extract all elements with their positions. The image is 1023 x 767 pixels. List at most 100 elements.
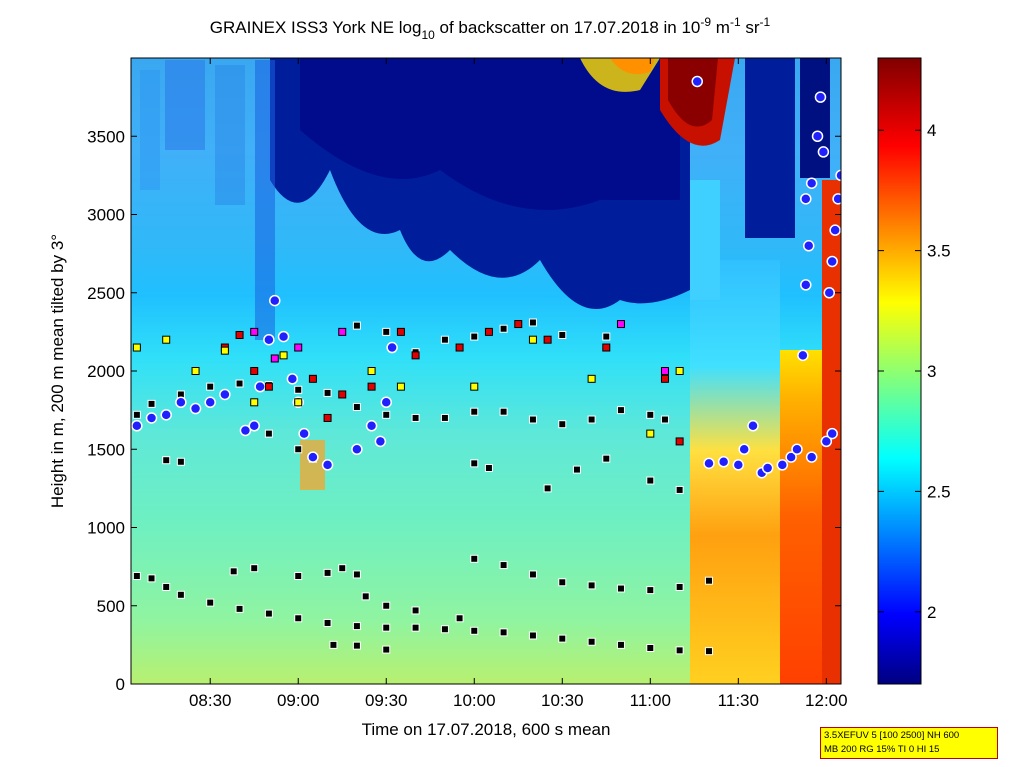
data-point-square-yellow xyxy=(294,398,303,407)
data-point-circle-blue xyxy=(204,396,216,409)
data-point-square-black xyxy=(264,429,273,438)
data-point-square-red xyxy=(367,382,376,391)
data-point-circle-blue xyxy=(239,424,252,437)
data-point-square-black xyxy=(176,590,185,599)
data-point-square-black xyxy=(440,413,449,422)
data-point-square-black xyxy=(411,606,420,615)
data-point-square-black xyxy=(455,614,464,623)
data-point-square-black xyxy=(470,459,479,468)
data-point-square-black xyxy=(470,626,479,635)
y-tick-label: 3500 xyxy=(87,127,125,146)
data-point-circle-blue xyxy=(160,409,172,421)
data-point-square-yellow xyxy=(162,335,171,344)
data-point-square-magenta xyxy=(338,327,347,336)
data-point-square-red xyxy=(543,335,552,344)
data-point-circle-blue xyxy=(175,396,187,409)
data-point-square-red xyxy=(323,413,332,422)
data-point-square-red xyxy=(484,327,493,336)
data-point-square-magenta xyxy=(250,327,259,336)
data-point-circle-blue xyxy=(145,412,158,424)
data-point-square-black xyxy=(499,628,508,637)
data-point-square-black xyxy=(499,561,508,570)
data-point-square-black xyxy=(132,572,141,581)
data-point-circle-blue xyxy=(826,255,838,268)
x-tick-label: 12:00 xyxy=(805,691,848,710)
data-point-square-black xyxy=(235,379,244,388)
data-point-circle-blue xyxy=(802,240,815,252)
data-point-square-yellow xyxy=(646,429,655,438)
data-point-square-black xyxy=(558,578,567,587)
data-point-square-black xyxy=(132,410,141,419)
data-point-square-black xyxy=(675,485,684,494)
data-point-square-yellow xyxy=(250,398,259,407)
info-box: 3.5XEFUV 5 [100 2500] NH 600 MB 200 RG 1… xyxy=(820,727,998,759)
data-point-circle-blue xyxy=(386,341,398,354)
data-point-circle-blue xyxy=(791,443,803,455)
y-tick-label: 2000 xyxy=(87,362,125,381)
y-tick-label: 3000 xyxy=(87,206,125,225)
data-point-square-red xyxy=(514,320,523,329)
data-point-circle-blue xyxy=(835,169,841,182)
data-point-square-black xyxy=(675,582,684,591)
y-tick-label: 0 xyxy=(116,675,125,694)
data-point-square-black xyxy=(602,454,611,463)
data-point-square-magenta xyxy=(660,367,669,375)
data-point-square-black xyxy=(470,554,479,563)
data-point-square-black xyxy=(176,457,185,466)
colorbar-tick-label: 4 xyxy=(927,121,936,140)
data-point-square-black xyxy=(646,476,655,485)
data-point-square-red xyxy=(455,343,464,352)
colorbar-tick-label: 2.5 xyxy=(927,482,951,501)
data-point-circle-blue xyxy=(805,177,818,189)
data-point-square-black xyxy=(147,399,156,408)
data-point-circle-blue xyxy=(298,427,310,440)
data-point-circle-blue xyxy=(732,459,745,471)
data-point-square-black xyxy=(616,640,625,649)
data-point-square-black xyxy=(294,385,303,394)
colorbar xyxy=(877,57,922,685)
data-point-square-black xyxy=(323,388,332,397)
data-point-circle-blue xyxy=(817,146,830,158)
data-point-square-yellow xyxy=(587,374,596,383)
data-point-circle-blue xyxy=(277,330,290,343)
data-point-square-black xyxy=(587,581,596,590)
data-point-square-yellow xyxy=(191,367,200,375)
data-point-square-black xyxy=(411,413,420,422)
data-point-square-black xyxy=(352,402,361,411)
x-tick-label: 08:30 xyxy=(189,691,232,710)
data-point-square-black xyxy=(250,564,259,573)
data-point-circle-blue xyxy=(776,459,789,471)
data-point-square-black xyxy=(543,484,552,493)
data-point-circle-blue xyxy=(189,402,202,415)
data-point-circle-blue xyxy=(263,333,275,346)
colorbar-tick-label: 3 xyxy=(927,362,936,381)
data-point-square-black xyxy=(587,637,596,646)
x-axis-label: Time on 17.07.2018, 600 s mean xyxy=(362,720,611,739)
data-point-square-black xyxy=(352,622,361,631)
x-tick-label: 09:00 xyxy=(277,691,320,710)
data-point-square-black xyxy=(411,623,420,632)
data-point-square-magenta xyxy=(270,354,279,363)
data-point-square-black xyxy=(338,564,347,573)
data-point-square-black xyxy=(147,574,156,583)
data-point-square-black xyxy=(558,331,567,340)
data-point-square-black xyxy=(361,592,370,601)
data-point-square-yellow xyxy=(675,367,684,375)
data-point-square-black xyxy=(470,407,479,416)
data-point-square-black xyxy=(294,445,303,454)
x-tick-label: 09:30 xyxy=(365,691,408,710)
data-point-square-black xyxy=(329,640,338,649)
data-point-circle-blue xyxy=(800,193,812,205)
data-point-square-yellow xyxy=(396,382,405,391)
x-tick-label: 10:00 xyxy=(453,691,496,710)
data-point-square-red xyxy=(338,390,347,399)
data-point-square-black xyxy=(616,406,625,415)
data-point-square-red xyxy=(411,351,420,360)
x-axis-ticks: 08:30 09:00 09:30 10:00 10:30 11:00 11:30 12:00 xyxy=(189,58,848,710)
data-point-square-black xyxy=(470,332,479,341)
data-point-circle-blue xyxy=(829,224,841,236)
data-point-square-black xyxy=(499,324,508,333)
data-point-circle-blue xyxy=(826,427,838,440)
data-point-square-magenta xyxy=(616,320,625,329)
data-point-square-red xyxy=(675,437,684,446)
